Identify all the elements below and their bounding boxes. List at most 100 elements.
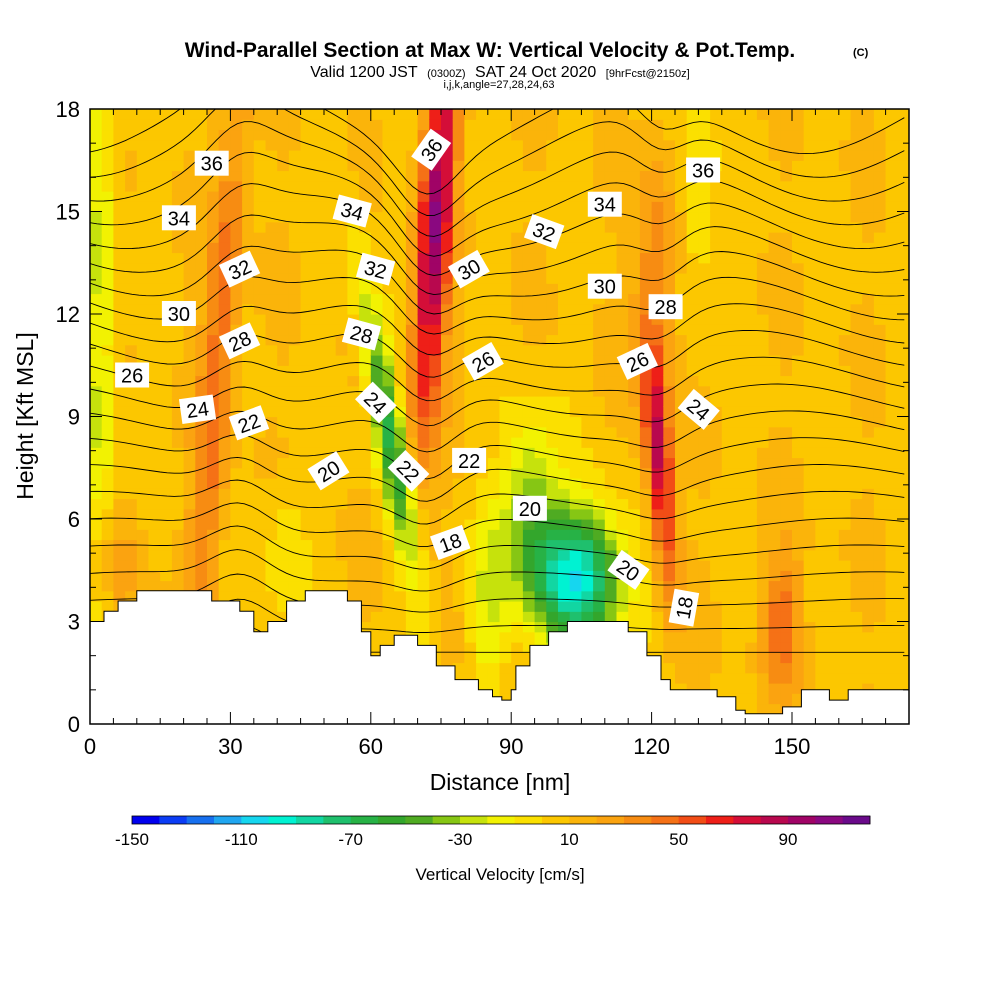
velocity-cell [885,293,898,305]
velocity-cell [171,191,185,202]
velocity-cell [873,570,887,582]
velocity-cell [733,375,746,387]
velocity-cell [441,447,454,459]
velocity-cell [148,488,161,500]
velocity-cell [359,457,372,469]
velocity-cell [721,621,735,633]
velocity-cell [148,221,161,233]
velocity-cell [686,508,699,520]
velocity-cell [136,570,150,582]
velocity-cell [651,539,664,551]
velocity-cell [499,437,512,448]
velocity-cell [885,498,898,510]
velocity-cell [663,139,676,151]
velocity-cell [768,488,781,500]
velocity-cell [253,621,267,633]
colorbar-swatch [186,816,215,824]
velocity-cell [639,498,653,510]
velocity-cell [125,488,138,500]
velocity-cell [300,109,313,120]
velocity-cell [218,375,231,387]
velocity-cell [242,139,255,151]
velocity-cell [558,324,571,336]
velocity-cell [417,508,430,520]
velocity-cell [452,150,465,161]
velocity-cell [370,437,384,448]
velocity-cell [850,232,863,243]
velocity-cell [242,549,255,561]
contour-label-text: 36 [692,161,714,183]
velocity-cell [733,662,746,674]
velocity-cell [733,180,746,192]
velocity-cell [698,570,711,582]
velocity-cell [827,324,840,336]
velocity-cell [90,549,103,561]
velocity-cell [476,150,489,161]
velocity-cell [569,539,582,551]
velocity-cell [803,447,816,459]
velocity-cell [487,662,501,674]
velocity-cell [815,662,828,674]
velocity-cell [171,252,185,264]
velocity-cell [218,283,231,295]
velocity-cell [792,262,805,274]
velocity-cell [897,273,909,284]
velocity-cell [745,201,758,213]
velocity-cell [581,191,594,202]
velocity-cell [288,467,302,479]
velocity-cell [405,262,419,274]
velocity-cell [382,211,395,223]
velocity-cell [803,488,816,500]
velocity-cell [885,170,898,182]
velocity-cell [312,232,325,243]
velocity-cell [370,467,384,479]
velocity-cell [581,119,594,131]
velocity-cell [90,109,103,120]
velocity-cell [511,273,524,284]
velocity-cell [335,385,348,397]
velocity-cell [288,170,302,182]
velocity-cell [616,488,629,500]
velocity-cell [616,283,629,295]
velocity-cell [838,293,852,305]
velocity-cell [698,590,711,602]
velocity-cell [897,478,909,489]
velocity-cell [756,570,770,582]
velocity-cell [125,406,138,418]
subtitle-valid-time: Valid 1200 JST [310,64,418,81]
velocity-cell [429,109,442,120]
velocity-cell [639,529,653,541]
velocity-cell [405,437,419,448]
velocity-cell [850,519,863,530]
velocity-cell [476,385,489,397]
velocity-cell [207,580,220,592]
velocity-cell [581,601,594,612]
velocity-cell [312,375,325,387]
velocity-cell [768,539,781,551]
velocity-cell [569,508,582,520]
velocity-cell [558,314,571,325]
velocity-cell [347,549,360,561]
velocity-cell [885,529,898,541]
velocity-cell [756,242,770,254]
velocity-cell [628,437,641,448]
velocity-cell [136,457,150,469]
velocity-cell [639,467,653,479]
velocity-cell [885,273,898,284]
velocity-cell [90,314,103,325]
velocity-cell [335,324,348,336]
velocity-cell [885,375,898,387]
velocity-cell [663,324,676,336]
velocity-cell [405,201,419,213]
velocity-cell [347,508,360,520]
velocity-cell [698,426,711,438]
velocity-cell [862,385,875,397]
velocity-cell [628,262,641,274]
velocity-cell [441,611,454,623]
velocity-cell [160,385,173,397]
velocity-cell [651,221,664,233]
velocity-cell [90,355,103,366]
velocity-cell [780,170,793,182]
velocity-cell [581,539,594,551]
velocity-cell [628,529,641,541]
